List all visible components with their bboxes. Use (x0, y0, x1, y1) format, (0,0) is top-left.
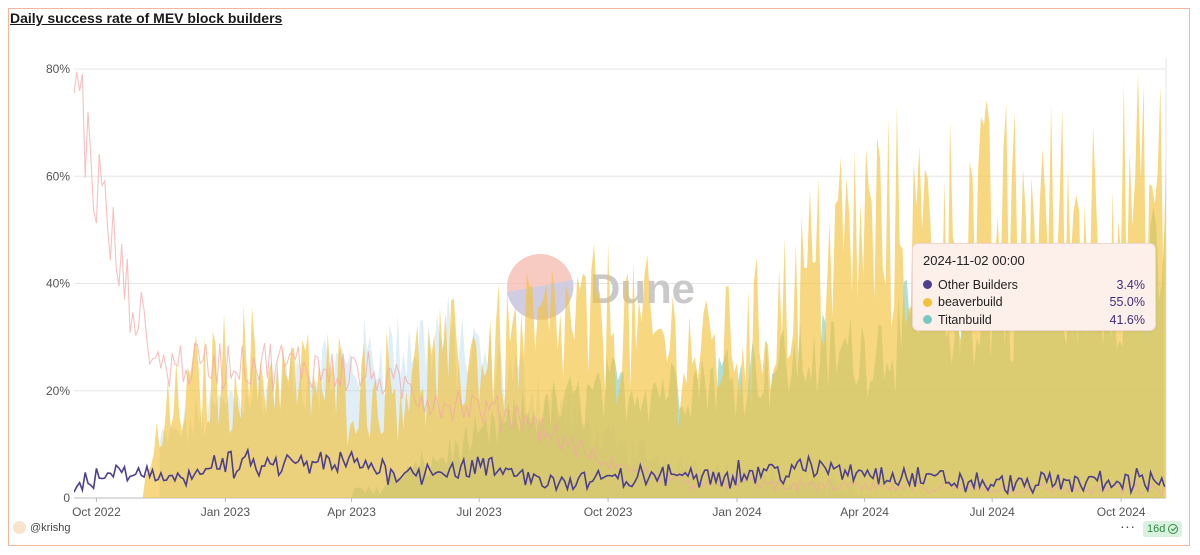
author-credit[interactable]: @krishg (13, 521, 71, 534)
tooltip-date: 2024-11-02 00:00 (923, 253, 1025, 268)
tooltip-row-titanbuild: Titanbuild 41.6% (923, 311, 1145, 329)
tooltip-series-value: 3.4% (1116, 277, 1146, 292)
x-tick-label: Apr 2024 (840, 505, 889, 519)
author-name: @krishg (30, 521, 71, 534)
x-tick-label: Oct 2024 (1097, 505, 1146, 519)
legend-dot-icon (923, 280, 932, 290)
tooltip-series-name: Titanbuild (938, 312, 992, 327)
chart-tooltip: 2024-11-02 00:00 Other Builders 3.4% bea… (912, 243, 1156, 331)
legend-dot-icon (923, 297, 932, 307)
watermark-text: Dune (590, 265, 695, 312)
chart-title[interactable]: Daily success rate of MEV block builders (10, 10, 283, 26)
y-tick-label: 40% (46, 277, 70, 291)
more-options-icon[interactable]: ··· (1120, 518, 1136, 534)
x-tick-label: Jan 2023 (201, 505, 251, 519)
x-tick-label: Oct 2023 (584, 505, 633, 519)
tooltip-series-value: 41.6% (1109, 312, 1145, 327)
x-tick-label: Oct 2022 (72, 505, 121, 519)
dune-watermark: Dune (507, 254, 695, 320)
age-label: 16d (1147, 523, 1166, 535)
tooltip-row-other-builders: Other Builders 3.4% (923, 276, 1145, 294)
avatar (13, 521, 26, 534)
series-line-flashbots[interactable] (74, 71, 1166, 497)
refresh-age-badge[interactable]: 16d (1143, 521, 1183, 537)
legend-dot-icon (923, 315, 932, 325)
y-tick-label: 0 (63, 491, 70, 505)
y-tick-label: 20% (46, 384, 70, 398)
tooltip-series-value: 55.0% (1109, 295, 1145, 310)
y-tick-label: 80% (46, 62, 70, 76)
x-tick-label: Jul 2023 (456, 505, 502, 519)
check-circle-icon (1168, 524, 1179, 534)
tooltip-row-beaverbuild: beaverbuild 55.0% (923, 294, 1145, 312)
series-area-beaverbuild[interactable] (139, 73, 1166, 498)
series-line-other-builders[interactable] (74, 447, 1166, 496)
tooltip-series-name: Other Builders (938, 277, 1018, 292)
tooltip-series-name: beaverbuild (938, 295, 1003, 310)
dune-logo-shade (507, 280, 574, 320)
x-tick-label: Apr 2023 (327, 505, 376, 519)
x-tick-label: Jul 2024 (969, 505, 1015, 519)
y-tick-label: 60% (46, 169, 70, 183)
x-tick-label: Jan 2024 (712, 505, 762, 519)
